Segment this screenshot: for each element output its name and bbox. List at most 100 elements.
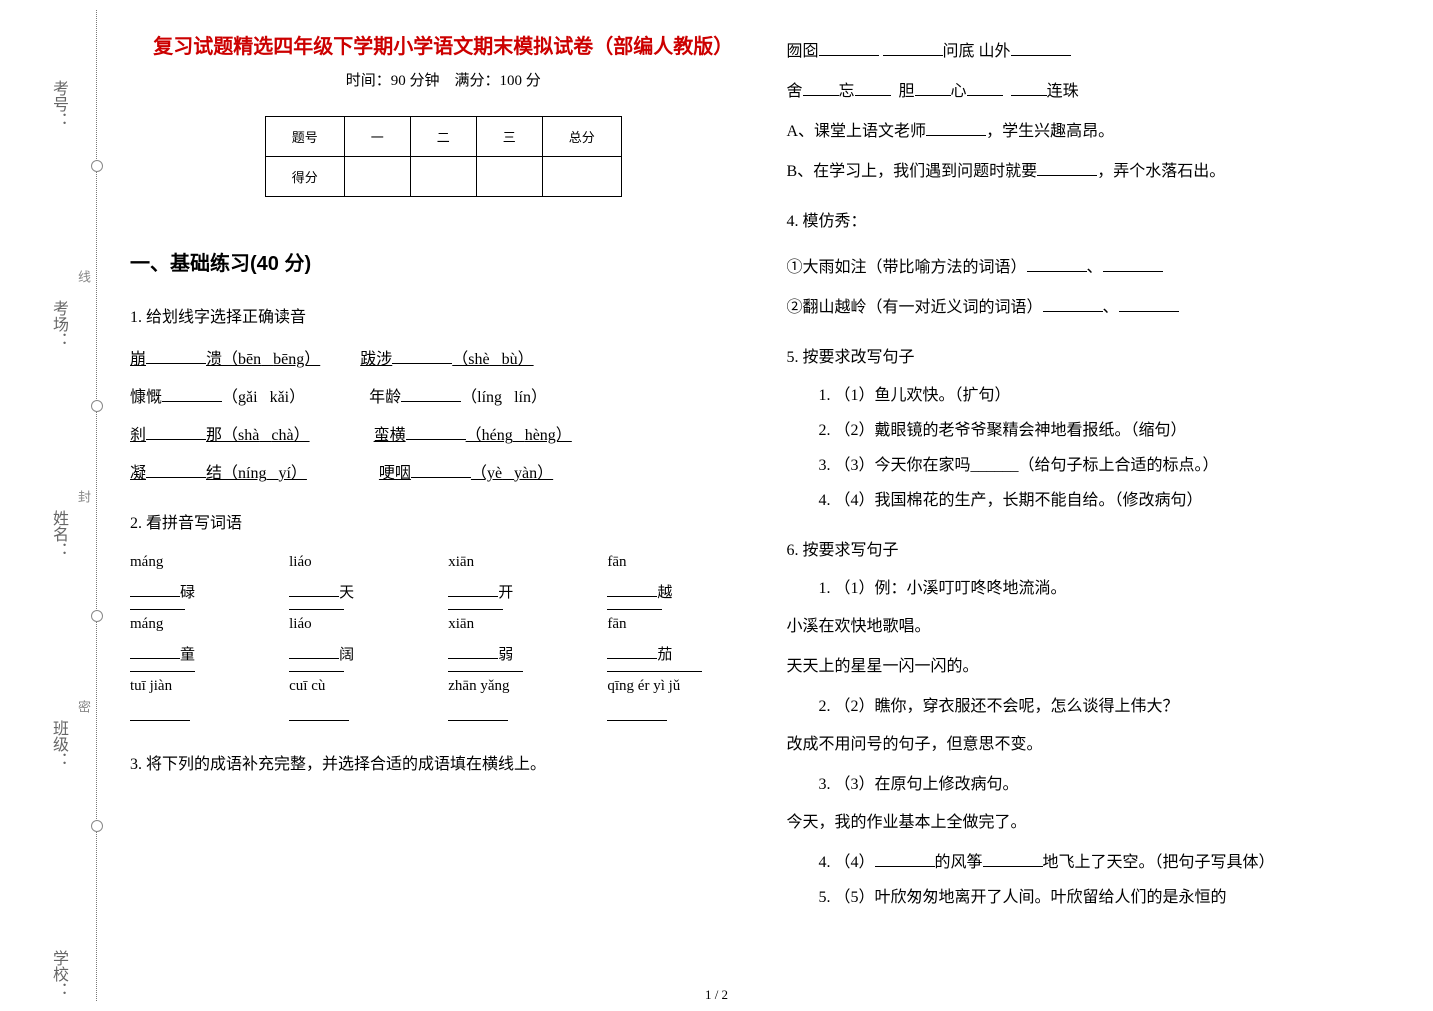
reading-alt: yí） — [278, 465, 306, 482]
reading-char: 刹 — [130, 427, 146, 444]
score-header: 总分 — [542, 117, 621, 157]
blank[interactable] — [162, 384, 222, 402]
idiom-frag: 问底 山外 — [943, 43, 1011, 60]
blank[interactable] — [875, 849, 935, 867]
binding-label: 班级： — [46, 720, 70, 768]
hanzi: 碌 — [180, 585, 195, 601]
pinyin-cell: cuī cù — [289, 671, 344, 701]
list-item: （5）叶欣匆匆地离开了人间。叶欣留给人们的是永恒的 — [835, 882, 1414, 914]
blank[interactable] — [401, 384, 461, 402]
blank[interactable] — [130, 704, 190, 721]
sentence-text: 地飞上了天空。（把句子写具体） — [1043, 854, 1275, 871]
blank[interactable] — [1037, 158, 1097, 176]
binding-label: 姓名： — [46, 510, 70, 558]
list-item: （1）鱼儿欢快。（扩句） — [835, 380, 1414, 412]
reading-char: 跋涉 — [360, 351, 392, 368]
hanzi-cell: 茄 — [607, 641, 756, 670]
blank[interactable] — [926, 118, 986, 136]
blank[interactable] — [1027, 254, 1087, 272]
blank-cell — [607, 703, 756, 732]
blank[interactable] — [146, 422, 206, 440]
blank[interactable] — [983, 849, 1043, 867]
reading-char: 哽咽 — [379, 465, 411, 482]
hanzi: 弱 — [498, 647, 513, 663]
question-3: 3. 将下列的成语补充完整，并选择合适的成语填在横线上。 — [130, 749, 757, 781]
reading-alt: chà） — [271, 427, 309, 444]
hanzi-cell: 弱 — [448, 641, 597, 670]
blank[interactable] — [130, 642, 180, 659]
instruction-line: 改成不用问号的句子，但意思不变。 — [787, 729, 1414, 761]
hanzi: 童 — [180, 647, 195, 663]
blank[interactable] — [819, 38, 879, 56]
binding-circle — [91, 160, 103, 172]
question-3-cont: 囫囵 问底 山外 舍忘 胆心 连珠 A、课堂上语文老师，学生兴趣高昂。 B、在学… — [787, 36, 1414, 188]
blank[interactable] — [289, 704, 349, 721]
reading-char: 年龄 — [369, 389, 401, 406]
question-label: 5. 按要求改写句子 — [787, 342, 1414, 374]
pinyin-cell: liáo — [289, 548, 438, 577]
list-item: （2）瞧你，穿衣服还不会呢，怎么谈得上伟大？ — [835, 691, 1414, 723]
blank[interactable] — [1119, 294, 1179, 312]
blank[interactable] — [130, 580, 180, 597]
blank[interactable] — [289, 642, 339, 659]
list-item: （3）在原句上修改病句。 — [835, 769, 1414, 801]
pinyin-cell: qīng ér yì jǔ — [607, 671, 702, 701]
reading-alt: 溃（bēn — [206, 351, 261, 368]
binding-label: 学校： — [46, 950, 70, 998]
blank[interactable] — [289, 580, 339, 597]
blank-cell — [448, 703, 597, 732]
list-item: （3）今天你在家吗______（给句子标上合适的标点。） — [835, 450, 1414, 482]
seal-char: 封 — [74, 490, 93, 503]
question-label: 4. 模仿秀： — [787, 206, 1414, 238]
blank[interactable] — [406, 422, 466, 440]
blank[interactable] — [448, 642, 498, 659]
blank[interactable] — [448, 580, 498, 597]
sentence-a: A、课堂上语文老师，学生兴趣高昂。 — [787, 116, 1414, 148]
blank[interactable] — [607, 580, 657, 597]
sentence-b: B、在学习上，我们遇到问题时就要，弄个水落石出。 — [787, 156, 1414, 188]
reading-alt: bù） — [502, 351, 534, 368]
fullscore-label: 满分：100 分 — [455, 73, 541, 89]
blank-cell — [289, 703, 438, 732]
binding-circle — [91, 400, 103, 412]
reading-char: 慷慨 — [130, 389, 162, 406]
blank[interactable] — [607, 642, 657, 659]
question-label: 1. 给划线字选择正确读音 — [130, 302, 757, 334]
blank[interactable] — [411, 460, 471, 478]
blank[interactable] — [967, 78, 1003, 96]
sentence-text: B、在学习上，我们遇到问题时就要 — [787, 163, 1038, 180]
list-item: （2）戴眼镜的老爷爷聚精会神地看报纸。（缩句） — [835, 415, 1414, 447]
blank[interactable] — [146, 460, 206, 478]
blank[interactable] — [855, 78, 891, 96]
reading-alt: 结（níng — [206, 465, 266, 482]
hanzi: 阔 — [339, 647, 354, 663]
sentence-text: ，学生兴趣高昂。 — [986, 123, 1114, 140]
hanzi-cell: 越 — [607, 579, 756, 608]
blank[interactable] — [1043, 294, 1103, 312]
q6-list-c: （3）在原句上修改病句。 — [787, 769, 1414, 801]
page-content: 复习试题精选四年级下学期小学语文期末模拟试卷（部编人教版） 时间：90 分钟 满… — [130, 30, 1413, 991]
binding-label: 考场： — [46, 300, 70, 348]
blank[interactable] — [146, 346, 206, 364]
reading-row: 崩溃（bēn bēng） 跋涉（shè bù） — [130, 344, 757, 376]
blank[interactable] — [392, 346, 452, 364]
idiom-line: 囫囵 问底 山外 — [787, 36, 1414, 68]
score-table: 题号 一 二 三 总分 得分 — [265, 116, 622, 197]
blank[interactable] — [915, 78, 951, 96]
sentence-text: （4） — [835, 854, 875, 871]
q6-list-b: （2）瞧你，穿衣服还不会呢，怎么谈得上伟大？ — [787, 691, 1414, 723]
blank[interactable] — [1011, 78, 1047, 96]
blank[interactable] — [607, 704, 667, 721]
binding-circle — [91, 820, 103, 832]
blank[interactable] — [448, 704, 508, 721]
reading-char: 崩 — [130, 351, 146, 368]
blank[interactable] — [883, 38, 943, 56]
hanzi-cell: 童 — [130, 641, 279, 670]
blank[interactable] — [1103, 254, 1163, 272]
blank[interactable] — [803, 78, 839, 96]
left-column: 复习试题精选四年级下学期小学语文期末模拟试卷（部编人教版） 时间：90 分钟 满… — [130, 30, 757, 991]
q6-list-a: （1）例：小溪叮叮咚咚地流淌。 — [787, 573, 1414, 605]
hanzi-cell: 天 — [289, 579, 438, 608]
blank[interactable] — [1011, 38, 1071, 56]
reading-row: 刹那（shà chà） 蛮横（héng hèng） — [130, 420, 757, 452]
